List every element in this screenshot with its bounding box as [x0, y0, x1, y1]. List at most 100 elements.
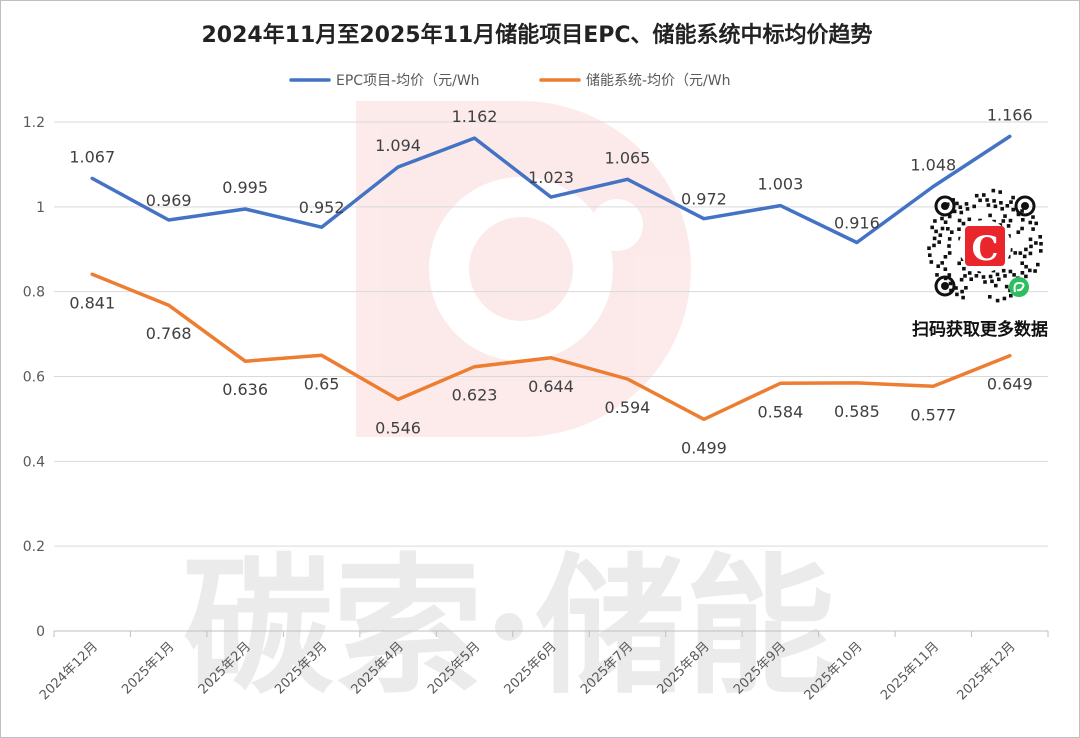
data-label-epc: 0.916: [834, 213, 880, 232]
qr-dot: [1031, 215, 1035, 219]
qr-dot: [1028, 220, 1033, 225]
qr-dot: [959, 210, 964, 215]
qr-dot: [1028, 268, 1032, 273]
qr-dot: [967, 271, 972, 275]
qr-dot: [957, 218, 962, 223]
series-line-epc: [90, 134, 1012, 245]
data-label-system: 0.644: [528, 377, 574, 396]
qr-dot: [947, 244, 951, 248]
qr-caption: 扫码获取更多数据: [912, 319, 1048, 340]
series-layer: [90, 134, 1012, 422]
qr-dot: [977, 269, 982, 274]
data-label-system: 0.546: [375, 418, 421, 437]
qr-dot: [997, 277, 1001, 282]
qr-dot: [930, 225, 934, 230]
qr-dot: [950, 230, 954, 234]
qr-dot: [1009, 293, 1013, 298]
data-label-epc: 1.048: [910, 155, 956, 174]
qr-dot: [961, 221, 966, 226]
data-label-epc: 1.166: [987, 105, 1033, 124]
data-label-system: 0.636: [222, 380, 268, 399]
qr-dot: [959, 277, 964, 282]
legend-label-epc: EPC项目-均价（元/Wh: [336, 73, 480, 89]
qr-dot: [1003, 214, 1007, 218]
x-tick-label: 2024年12月: [37, 639, 101, 703]
qr-dot: [940, 216, 944, 221]
qr-dot: [957, 227, 961, 231]
qr-dot: [988, 213, 992, 218]
qr-dot: [1016, 230, 1021, 234]
qr-dot: [1033, 269, 1037, 273]
qr-dot: [949, 288, 953, 293]
legend: EPC项目-均价（元/Wh 储能系统-均价（元/Wh: [289, 73, 730, 89]
qr-dot: [982, 193, 986, 197]
qr-dot: [990, 279, 994, 284]
qr-dot: [1038, 235, 1042, 239]
data-label-system: 0.649: [987, 375, 1033, 394]
qr-dot: [946, 227, 950, 231]
data-label-epc: 1.003: [757, 175, 803, 194]
y-tick-label: 0.4: [23, 454, 45, 470]
qr-dot: [934, 229, 938, 234]
qr-finder-center: [941, 282, 949, 290]
data-label-system: 0.585: [834, 402, 880, 421]
qr-dot: [1020, 261, 1024, 265]
qr-dot: [1034, 221, 1038, 226]
qr-dot: [985, 198, 989, 202]
qr-dot: [1005, 204, 1010, 208]
qr-dot: [1020, 226, 1024, 231]
data-label-system: 0.577: [910, 405, 956, 424]
qr-dot: [995, 298, 1000, 303]
qr-dot: [1004, 284, 1009, 289]
data-label-system: 0.768: [146, 324, 192, 343]
qr-finder-center: [941, 202, 949, 210]
qr-dot: [947, 237, 952, 241]
qr-dot: [947, 273, 952, 277]
qr-dot: [1018, 251, 1023, 255]
qr-dot: [957, 261, 961, 266]
qr-dot: [1024, 274, 1028, 279]
data-label-epc: 1.065: [605, 148, 651, 167]
qr-dot: [988, 274, 993, 279]
qr-dot: [1031, 227, 1035, 231]
qr-dot: [1039, 249, 1043, 253]
qr-dot: [1000, 207, 1004, 211]
qr-dot: [963, 274, 967, 278]
mini-program-icon-glyph: [1013, 281, 1025, 293]
qr-dot: [935, 273, 939, 277]
qr-dot: [1036, 262, 1040, 267]
chart-title: 2024年11月至2025年11月储能项目EPC、储能系统中标均价趋势: [202, 22, 873, 48]
qr-dot: [948, 281, 953, 286]
qr-dot: [1008, 218, 1013, 223]
qr-finder: [934, 195, 956, 217]
y-tick-label: 1: [36, 200, 45, 216]
qr-dot: [964, 202, 969, 206]
qr-dot: [991, 188, 996, 193]
qr-dot: [974, 274, 979, 278]
data-label-system: 0.584: [757, 402, 803, 421]
qr-dot: [967, 217, 972, 222]
x-tick-label: 2025年11月: [878, 639, 942, 703]
qr-dot: [1039, 242, 1043, 246]
qr-dot: [940, 261, 944, 265]
qr-finder: [1014, 195, 1036, 217]
qr-dot: [1024, 247, 1028, 252]
qr-dot: [940, 226, 945, 231]
qr-dot: [1020, 271, 1025, 275]
qr-dot: [974, 193, 979, 198]
qr-dot: [1008, 269, 1013, 274]
qr-code[interactable]: C: [927, 188, 1043, 303]
qr-dot: [981, 275, 986, 279]
qr-dot: [960, 289, 964, 294]
data-label-system: 0.841: [69, 293, 115, 312]
qr-dot: [1024, 264, 1028, 269]
qr-dot: [954, 286, 958, 290]
qr-dot: [1021, 218, 1025, 222]
qr-dot: [927, 246, 931, 250]
qr-dot: [972, 204, 976, 209]
qr-dot: [933, 219, 937, 223]
qr-dot: [1011, 207, 1015, 212]
qr-dot: [1034, 241, 1038, 245]
y-axis: 0 0.2 0.4 0.6 0.8 1 1.2: [23, 115, 45, 640]
